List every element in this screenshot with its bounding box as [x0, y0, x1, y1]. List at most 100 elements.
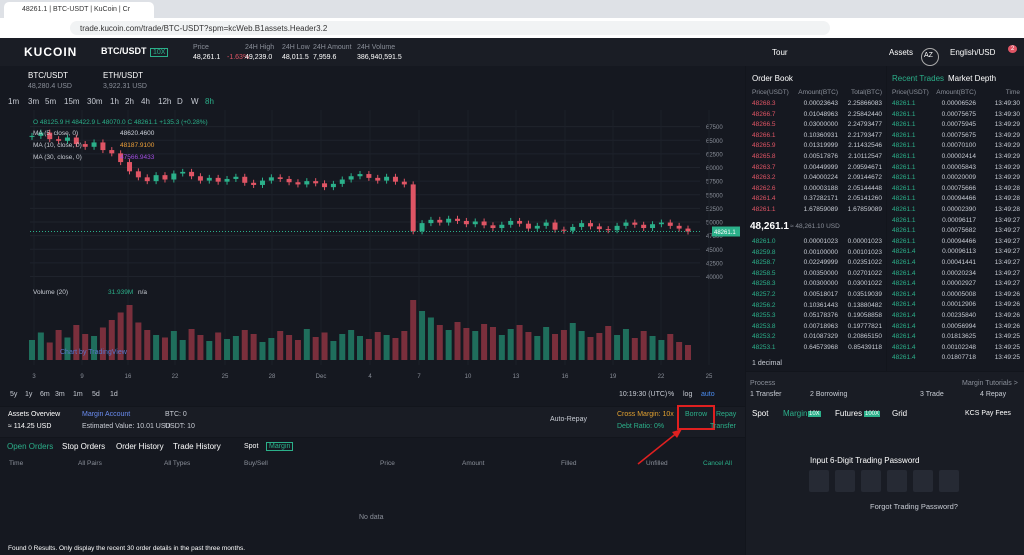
candle — [579, 223, 585, 227]
volume-bar — [357, 336, 363, 360]
borrow-button[interactable]: Borrow — [685, 411, 708, 418]
range-button[interactable]: 5y — [10, 391, 18, 398]
auto-repay[interactable]: Auto-Repay — [550, 416, 587, 423]
trade-tab[interactable]: Grid — [892, 409, 908, 418]
pin-box[interactable] — [939, 470, 959, 492]
scale-button[interactable]: % — [668, 391, 675, 398]
timeframe[interactable]: W — [191, 97, 199, 106]
range-button[interactable]: 1d — [110, 391, 118, 398]
pair-tab[interactable]: BTC/USDT — [28, 71, 68, 80]
range-button[interactable]: 3m — [55, 391, 65, 398]
candle — [162, 175, 168, 180]
order-column[interactable]: Filled — [561, 460, 577, 467]
trade-price: 48261.1 — [892, 121, 916, 129]
candle — [215, 177, 221, 182]
volume-bar — [472, 331, 479, 360]
range-button[interactable]: 6m — [40, 391, 50, 398]
ob-price: 48259.8 — [752, 248, 776, 256]
order-tab[interactable]: Open Orders — [7, 442, 54, 451]
pin-box[interactable] — [887, 470, 907, 492]
order-column[interactable]: Cancel All — [703, 460, 732, 467]
pin-box[interactable] — [913, 470, 933, 492]
pin-box[interactable] — [835, 470, 855, 492]
trade-price: 48261.1 — [892, 110, 916, 118]
timeframe[interactable]: 5m — [45, 97, 57, 106]
range-button[interactable]: 1m — [73, 391, 83, 398]
candle — [499, 224, 505, 229]
logo[interactable]: KUCOIN — [24, 45, 78, 59]
avatar-circle[interactable] — [921, 48, 939, 66]
tutorials-link[interactable]: Margin Tutorials > — [962, 380, 1018, 387]
browser-tab[interactable] — [4, 2, 154, 18]
timeframe[interactable]: 1m — [8, 97, 20, 106]
timeframe[interactable]: 2h — [125, 97, 134, 106]
ob-amount: 0.00350000 — [803, 269, 838, 277]
nav-tour[interactable]: Tour — [772, 48, 788, 57]
url[interactable]: trade.kucoin.com/trade/BTC-USDT?spm=kcWe… — [80, 24, 328, 33]
scale-button[interactable]: log — [683, 391, 693, 398]
volume-bar — [348, 330, 355, 360]
y-tick-label: 50000 — [706, 221, 723, 227]
order-tab[interactable]: Stop Orders — [62, 442, 106, 451]
assets-overview: Assets Overview — [8, 411, 61, 418]
order-column[interactable]: Buy/Sell — [244, 460, 268, 467]
nav-language[interactable]: English/USD — [950, 48, 996, 57]
pin-box[interactable] — [809, 470, 829, 492]
trade-price: 48261.1 — [892, 227, 916, 235]
timeframe[interactable]: 30m — [87, 97, 103, 106]
decimal-select[interactable]: 1 decimal — [752, 360, 782, 367]
panel-tab[interactable]: Market Depth — [948, 74, 997, 83]
volume-bar — [445, 330, 452, 360]
x-tick-label: 10 — [465, 374, 472, 380]
order-column[interactable]: All Types — [164, 460, 191, 467]
trade-tab[interactable]: Margin — [783, 409, 808, 418]
ob-total: 0.02701022 — [847, 269, 882, 277]
range-button[interactable]: 1y — [25, 391, 33, 398]
candle — [384, 176, 390, 181]
margin-account[interactable]: Margin Account — [82, 411, 131, 418]
trade-time: 13:49:27 — [994, 216, 1020, 224]
timeframe[interactable]: D — [177, 97, 183, 106]
order-tab[interactable]: Trade History — [173, 442, 221, 451]
timeframe[interactable]: 12h — [158, 97, 172, 106]
tab-title[interactable]: 48261.1 | BTC-USDT | KuCoin | Cr — [22, 6, 131, 13]
range-button[interactable]: 5d — [92, 391, 100, 398]
timeframe[interactable]: 1h — [110, 97, 119, 106]
pin-box[interactable] — [861, 470, 881, 492]
candle — [614, 225, 620, 231]
ob-total: 0.19777821 — [847, 322, 882, 330]
forgot-link[interactable]: Forgot Trading Password? — [870, 502, 958, 511]
pair[interactable]: BTC/USDT — [101, 46, 147, 56]
timeframe[interactable]: 15m — [64, 97, 80, 106]
trade-price: 48261.4 — [892, 301, 916, 309]
trade-price: 48261.1 — [892, 142, 916, 150]
scale-button[interactable]: auto — [701, 391, 715, 398]
process-step: 2 Borrowing — [810, 391, 848, 398]
order-column[interactable]: Unfilled — [646, 460, 668, 467]
url-field[interactable] — [70, 21, 830, 35]
candle — [552, 222, 558, 230]
order-column[interactable]: All Pairs — [78, 460, 102, 467]
trade-tab[interactable]: Spot — [752, 409, 769, 418]
transfer-button[interactable]: Transfer — [710, 423, 736, 430]
candle — [428, 219, 434, 224]
order-column[interactable]: Price — [380, 460, 395, 467]
timeframe[interactable]: 3m — [28, 97, 40, 106]
volume-bar — [578, 331, 585, 360]
avatar[interactable]: AZ — [924, 52, 933, 59]
panel-title[interactable]: Recent Trades — [892, 74, 945, 83]
sub-tab[interactable]: Margin — [266, 442, 294, 451]
timeframe[interactable]: 4h — [141, 97, 150, 106]
order-column[interactable]: Amount — [462, 460, 485, 467]
volume-bar — [179, 340, 186, 360]
ob-price: 48253.2 — [752, 333, 776, 341]
sub-tab[interactable]: Spot — [244, 443, 259, 450]
timeframe[interactable]: 8h — [205, 97, 214, 106]
pair-tab[interactable]: ETH/USDT — [103, 71, 143, 80]
volume-bar — [294, 340, 301, 360]
repay-button[interactable]: Repay — [716, 411, 737, 418]
trade-tab[interactable]: Futures — [835, 409, 863, 418]
empty-state: No data — [359, 514, 384, 521]
order-tab[interactable]: Order History — [116, 442, 164, 451]
nav-assets[interactable]: Assets — [889, 48, 914, 57]
